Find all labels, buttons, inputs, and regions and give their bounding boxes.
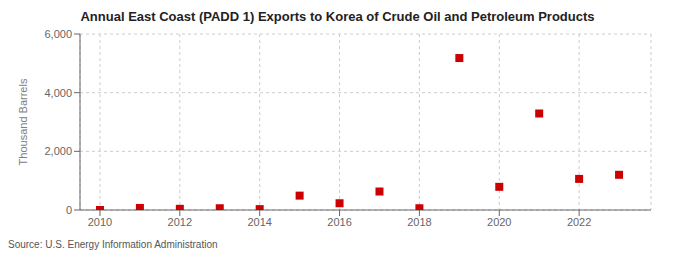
svg-text:6,000: 6,000 [44, 28, 72, 40]
svg-text:2018: 2018 [407, 216, 431, 228]
svg-text:4,000: 4,000 [44, 87, 72, 99]
html-text:Source: U.S. Energy Informatio: Source: U.S. Energy Information Administ… [8, 239, 218, 250]
svg-text:2,000: 2,000 [44, 145, 72, 157]
svg-text:2016: 2016 [327, 216, 351, 228]
svg-text:2010: 2010 [88, 216, 112, 228]
html-text:Annual East Coast (PADD 1) Exp: Annual East Coast (PADD 1) Exports to Ko… [80, 9, 595, 24]
svg-text:0: 0 [66, 204, 72, 216]
svg-text:2012: 2012 [168, 216, 192, 228]
svg-text:2014: 2014 [247, 216, 271, 228]
svg-text:2020: 2020 [487, 216, 511, 228]
svg-text:Thousand Barrels: Thousand Barrels [17, 78, 29, 165]
svg-text:2022: 2022 [567, 216, 591, 228]
